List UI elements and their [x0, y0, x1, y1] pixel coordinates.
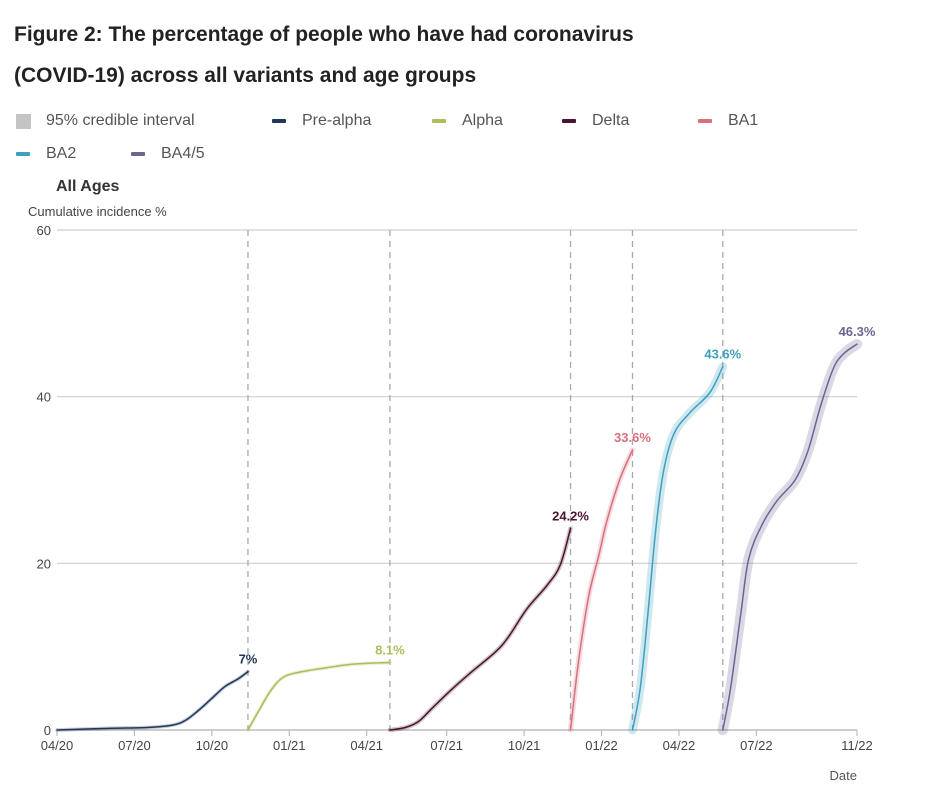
x-tick-label: 07/20 [118, 738, 151, 753]
panel-title: All Ages [56, 178, 120, 195]
legend-label: 95% credible interval [46, 112, 195, 129]
legend-item-pre-alpha[interactable]: Pre-alpha [272, 112, 371, 130]
alpha-line-icon [432, 119, 446, 123]
series-layer [55, 339, 863, 736]
x-tick-label: 04/22 [663, 738, 696, 753]
legend-item-alpha[interactable]: Alpha [432, 112, 503, 130]
x-tick-label: 04/21 [350, 738, 383, 753]
end-label-pre-alpha: 7% [239, 652, 258, 667]
x-tick-label: 07/22 [740, 738, 773, 753]
legend-label: BA1 [728, 112, 759, 129]
gridlines [57, 229, 857, 564]
credible-interval-ba1 [567, 447, 636, 733]
series-line-pre-alpha [56, 670, 249, 731]
credible-interval-delta [387, 526, 573, 733]
y-tick-label: 20 [37, 556, 51, 571]
x-tick-label: 11/22 [841, 738, 873, 753]
figure-title: Figure 2: The percentage of people who h… [14, 14, 814, 96]
credible-interval-swatch-icon [16, 113, 31, 129]
figure-title-line-2: (COVID-19) across all variants and age g… [14, 64, 477, 87]
ba45-line-icon [131, 152, 145, 156]
end-label-ba1: 33.6% [614, 430, 651, 445]
x-tick-label: 01/22 [585, 738, 618, 753]
credible-interval-pre-alpha [55, 669, 250, 732]
series-line-delta [389, 527, 572, 731]
end-label-delta: 24.2% [552, 508, 589, 523]
y-tick-label: 40 [37, 390, 51, 405]
y-tick-label: 0 [44, 723, 51, 738]
y-axis-title: Cumulative incidence % [28, 204, 167, 219]
x-axis-title: Date [830, 768, 857, 783]
figure-title-line-1: Figure 2: The percentage of people who h… [14, 23, 634, 46]
ba2-line-icon [16, 152, 30, 156]
legend-item-ba2[interactable]: BA2 [16, 145, 76, 163]
legend-item-ba45[interactable]: BA4/5 [131, 145, 205, 163]
legend-label: Alpha [462, 112, 503, 129]
x-tick-label: 07/21 [430, 738, 463, 753]
axes: 0 20 40 60 04/20 07/20 10/20 01/21 04/21 07/21 10/… [37, 223, 873, 753]
series-line-ba2 [631, 365, 724, 731]
legend-label: Pre-alpha [302, 112, 372, 129]
x-tick-label: 01/21 [273, 738, 306, 753]
credible-interval-ba4-5 [717, 339, 863, 736]
end-label-ba2: 43.6% [704, 347, 741, 362]
series-line-ba1 [569, 449, 634, 731]
legend-label: Delta [592, 112, 630, 129]
legend-item-ba1[interactable]: BA1 [698, 112, 758, 130]
end-label-ba4-5: 46.3% [839, 324, 876, 339]
credible-interval-ba2 [628, 362, 728, 735]
legend-row-2: BA2 BA4/5 [14, 141, 834, 174]
y-tick-label: 60 [37, 223, 51, 238]
series-line-ba4-5 [722, 343, 858, 731]
credible-interval-alpha [246, 660, 392, 732]
legend-label: BA4/5 [161, 145, 205, 162]
variant-boundaries [247, 230, 724, 730]
chart-legend: 95% credible interval Pre-alpha Alpha De… [14, 108, 834, 174]
end-label-alpha: 8.1% [375, 643, 405, 658]
x-tick-label: 04/20 [41, 738, 74, 753]
legend-row-1: 95% credible interval Pre-alpha Alpha De… [14, 108, 834, 141]
ba1-line-icon [698, 119, 712, 123]
x-tick-label: 10/21 [508, 738, 541, 753]
legend-item-delta[interactable]: Delta [562, 112, 629, 130]
legend-label: BA2 [46, 145, 77, 162]
pre-alpha-line-icon [272, 119, 286, 123]
delta-line-icon [562, 119, 576, 123]
legend-item-credible-interval[interactable]: 95% credible interval [16, 112, 195, 130]
series-line-alpha [247, 661, 391, 731]
x-tick-label: 10/20 [196, 738, 229, 753]
end-labels: 7% 8.1% 24.2% 33.6% 43.6% 46.3% [239, 324, 876, 667]
